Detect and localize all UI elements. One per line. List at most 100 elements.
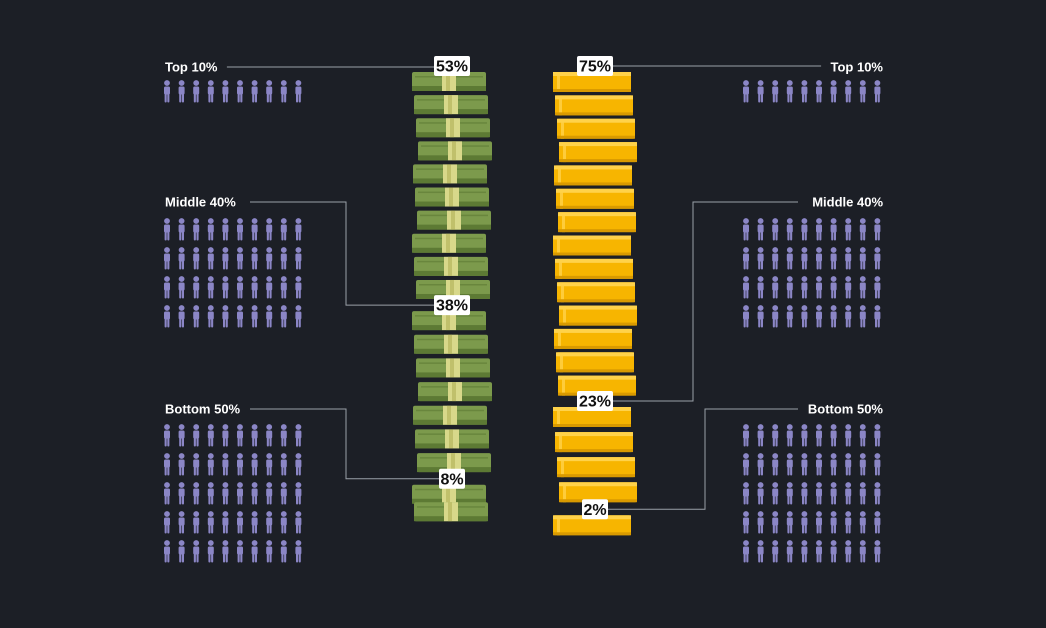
- person-icon: [251, 453, 258, 476]
- person-icon: [164, 276, 170, 299]
- person-icon: [772, 218, 779, 241]
- person-icon: [859, 424, 866, 447]
- cash-bundle-icon: [418, 141, 492, 161]
- person-icon: [266, 276, 273, 299]
- person-icon: [222, 218, 229, 241]
- person-icon: [859, 218, 866, 241]
- person-icon: [874, 218, 881, 241]
- cash-bundle-icon: [414, 334, 488, 354]
- person-icon: [816, 511, 822, 534]
- person-icon: [207, 218, 214, 241]
- person-icon: [251, 482, 258, 505]
- cash-bundle-icon: [412, 484, 486, 504]
- person-icon: [251, 424, 258, 447]
- person-icon: [164, 482, 170, 505]
- person-icon: [193, 453, 200, 476]
- person-icon: [178, 276, 185, 299]
- person-icon: [786, 305, 793, 328]
- person-icon: [743, 453, 749, 476]
- person-icon: [757, 453, 764, 476]
- person-icon: [178, 540, 185, 563]
- person-icon: [845, 276, 852, 299]
- person-icon: [193, 276, 200, 299]
- person-icon: [874, 424, 881, 447]
- person-icon: [251, 247, 258, 270]
- person-icon: [743, 482, 749, 505]
- person-icon: [772, 511, 779, 534]
- person-icon: [874, 305, 881, 328]
- person-icon: [757, 540, 764, 563]
- gold-bar-icon: [557, 282, 635, 303]
- person-icon: [280, 276, 287, 299]
- person-icon: [295, 276, 302, 299]
- person-icon: [207, 276, 214, 299]
- person-icon: [178, 424, 185, 447]
- person-icon: [251, 511, 258, 534]
- person-icon: [786, 218, 793, 241]
- person-icon: [801, 453, 808, 476]
- person-icon: [772, 540, 779, 563]
- person-icon: [178, 453, 185, 476]
- gold-bar-icon: [554, 165, 632, 186]
- gold-bar-icon: [559, 482, 637, 503]
- person-icon: [280, 482, 287, 505]
- person-icon: [845, 218, 852, 241]
- person-icon: [280, 540, 287, 563]
- data-label-gold-middle-40: 23%: [577, 391, 613, 411]
- cash-bundle-icon: [414, 95, 488, 115]
- person-icon: [816, 276, 822, 299]
- person-icon: [295, 218, 302, 241]
- person-icon: [164, 540, 170, 563]
- person-icon: [859, 276, 866, 299]
- category-label-left-middle-40: Middle 40%: [165, 195, 236, 210]
- person-icon: [237, 540, 243, 563]
- person-icon: [266, 305, 273, 328]
- person-icon: [266, 247, 273, 270]
- person-icon: [830, 247, 837, 270]
- person-icon: [237, 305, 243, 328]
- person-icon: [207, 305, 214, 328]
- person-icon: [207, 540, 214, 563]
- person-icon: [801, 424, 808, 447]
- person-icon: [830, 424, 837, 447]
- person-icon: [178, 218, 185, 241]
- people-grid-right-middle-40: [743, 218, 881, 328]
- person-icon: [295, 453, 302, 476]
- person-icon: [816, 453, 822, 476]
- person-icon: [845, 424, 852, 447]
- data-label-gold-bottom-50: 2%: [582, 499, 608, 520]
- person-icon: [222, 540, 229, 563]
- gold-bar-icon: [558, 212, 636, 233]
- person-icon: [280, 511, 287, 534]
- person-icon: [207, 453, 214, 476]
- cash-bundle-icon: [412, 311, 486, 331]
- person-icon: [845, 305, 852, 328]
- person-icon: [845, 482, 852, 505]
- person-icon: [207, 80, 214, 103]
- person-icon: [193, 424, 200, 447]
- person-icon: [207, 424, 214, 447]
- person-icon: [207, 511, 214, 534]
- gold-bar-icon: [559, 305, 637, 326]
- person-icon: [178, 305, 185, 328]
- person-icon: [772, 80, 779, 103]
- person-icon: [295, 305, 302, 328]
- person-icon: [757, 305, 764, 328]
- category-label-right-top-10: Top 10%: [831, 60, 884, 75]
- people-grid-left-bottom-50: [164, 424, 302, 563]
- person-icon: [222, 276, 229, 299]
- person-icon: [222, 80, 229, 103]
- person-icon: [193, 218, 200, 241]
- category-label-left-top-10: Top 10%: [165, 60, 218, 75]
- person-icon: [237, 247, 243, 270]
- person-icon: [164, 511, 170, 534]
- person-icon: [251, 305, 258, 328]
- gold-bar-icon: [556, 352, 634, 373]
- person-icon: [757, 247, 764, 270]
- person-icon: [757, 424, 764, 447]
- cash-bundle-icon: [416, 118, 490, 138]
- person-icon: [743, 305, 749, 328]
- person-icon: [280, 453, 287, 476]
- person-icon: [845, 511, 852, 534]
- person-icon: [757, 482, 764, 505]
